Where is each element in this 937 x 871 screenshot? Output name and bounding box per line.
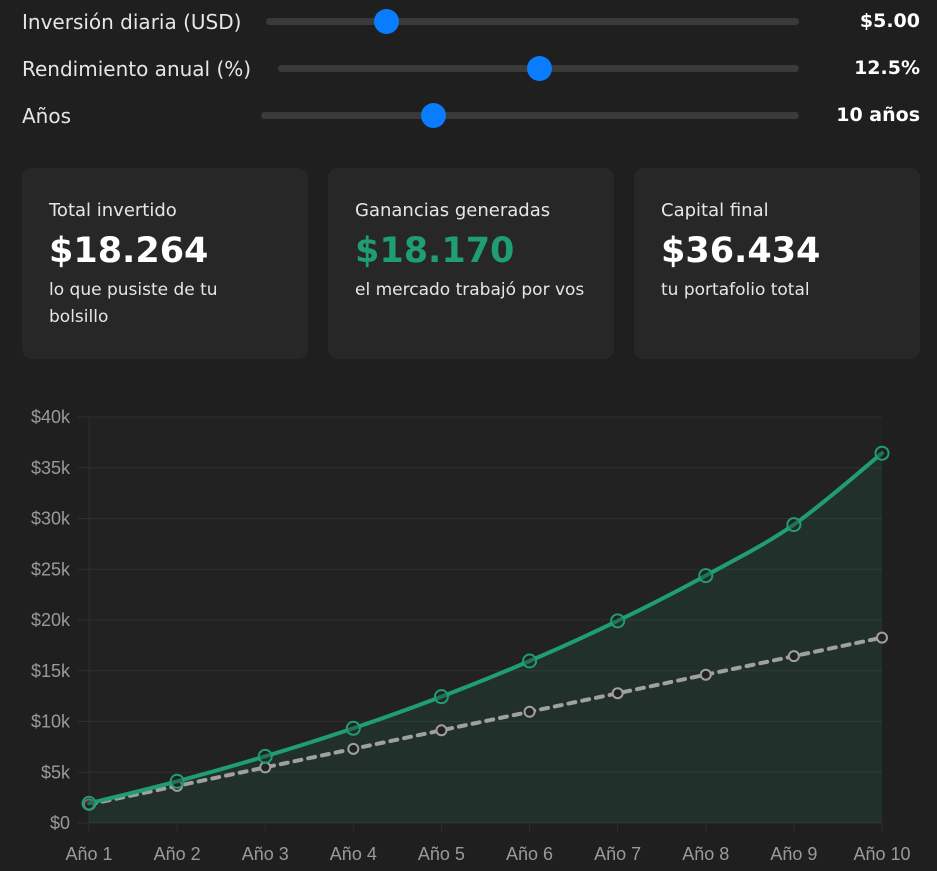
- daily-investment-label: Inversión diaria (USD): [22, 10, 242, 34]
- series-0-point: [610, 613, 626, 629]
- years-slider[interactable]: [261, 103, 799, 128]
- card-value: $18.264: [49, 231, 209, 271]
- series-0-point: [786, 517, 802, 533]
- daily-investment-slider[interactable]: [266, 9, 799, 34]
- x-tick-label: Año 9: [770, 844, 817, 864]
- series-0-point: [81, 795, 97, 811]
- series-line-0: [87, 451, 884, 806]
- y-tick-label: $25k: [31, 559, 71, 579]
- card-title: Capital final: [661, 200, 769, 221]
- series-1-point: [699, 668, 712, 681]
- years-label: Años: [22, 104, 72, 128]
- series-0-point: [345, 720, 361, 736]
- slider-row-annual-return: Rendimiento anual (%) 12.5%: [22, 53, 920, 83]
- y-tick-label: $20k: [31, 610, 71, 630]
- x-tick-label: Año 6: [506, 844, 553, 864]
- annual-return-value: 12.5%: [854, 57, 920, 79]
- x-tick-label: Año 3: [242, 844, 289, 864]
- x-tick-label: Año 8: [682, 844, 729, 864]
- card-earnings: Ganancias generadas $18.170 el mercado t…: [328, 168, 614, 359]
- series-1-point: [435, 724, 448, 737]
- y-tick-label: $15k: [31, 661, 71, 681]
- years-value: 10 años: [836, 104, 920, 126]
- y-tick-label: $5k: [41, 762, 71, 782]
- y-tick-label: $30k: [31, 509, 71, 529]
- y-tick-label: $40k: [31, 407, 71, 427]
- x-tick-label: Año 5: [418, 844, 465, 864]
- series-0-point: [874, 445, 890, 461]
- series-0-point: [169, 773, 185, 789]
- y-tick-label: $0: [50, 813, 70, 833]
- x-tick-label: Año 7: [594, 844, 641, 864]
- annual-return-label: Rendimiento anual (%): [22, 57, 252, 81]
- series-0-point: [522, 653, 538, 669]
- series-1-point: [259, 761, 272, 774]
- card-subtitle: lo que pusiste de tu bolsillo: [49, 280, 218, 328]
- years-slider-thumb[interactable]: [420, 103, 446, 128]
- annual-return-slider[interactable]: [278, 56, 799, 81]
- y-tick-label: $10k: [31, 712, 71, 732]
- series-line-1: [87, 635, 884, 807]
- card-final-capital: Capital final $36.434 tu portafolio tota…: [634, 168, 920, 359]
- x-tick-label: Año 10: [853, 844, 910, 864]
- y-tick-label: $35k: [31, 458, 71, 478]
- series-1-point: [876, 631, 888, 644]
- series-1-point: [611, 687, 624, 700]
- series-0-point: [433, 689, 449, 705]
- card-title: Total invertido: [49, 200, 177, 221]
- card-subtitle: tu portafolio total: [661, 280, 810, 301]
- x-tick-label: Año 2: [154, 844, 201, 864]
- card-value: $18.170: [355, 231, 515, 271]
- series-1-point: [523, 705, 536, 718]
- x-tick-label: Año 4: [330, 844, 377, 864]
- card-total-invested: Total invertido $18.264 lo que pusiste d…: [22, 168, 308, 359]
- series-0-point: [257, 748, 273, 764]
- series-1-point: [347, 742, 360, 755]
- daily-investment-value: $5.00: [859, 10, 920, 32]
- daily-investment-slider-thumb[interactable]: [373, 9, 399, 34]
- card-title: Ganancias generadas: [355, 200, 551, 221]
- series-area-0: [89, 453, 882, 823]
- series-0-point: [698, 568, 714, 584]
- card-value: $36.434: [661, 231, 821, 271]
- slider-row-daily-investment: Inversión diaria (USD) $5.00: [22, 6, 920, 36]
- annual-return-slider-thumb[interactable]: [526, 56, 552, 81]
- x-tick-label: Año 1: [65, 844, 112, 864]
- slider-row-years: Años 10 años: [22, 100, 920, 130]
- card-subtitle: el mercado trabajó por vos: [355, 280, 585, 301]
- growth-chart: $0 $5k $10k $15k $20k $25k $30k $35k $40k Año 1 Añ…: [31, 407, 911, 864]
- series-1-point: [787, 650, 800, 663]
